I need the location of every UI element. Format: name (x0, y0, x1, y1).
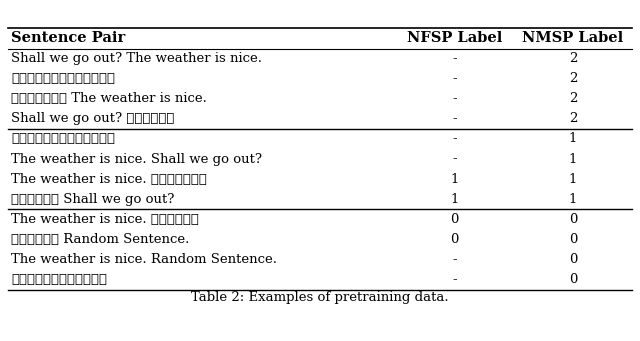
Text: 0: 0 (569, 233, 577, 246)
Text: The weather is nice. Shall we go out?: The weather is nice. Shall we go out? (11, 152, 262, 166)
Text: 2: 2 (569, 72, 577, 85)
Text: Table 2: Examples of pretraining data.: Table 2: Examples of pretraining data. (191, 291, 449, 304)
Text: 0: 0 (569, 273, 577, 286)
Text: NFSP Label: NFSP Label (406, 31, 502, 45)
Text: 0: 0 (569, 213, 577, 226)
Text: 0: 0 (569, 253, 577, 266)
Text: いい天気ね。ランダム文。: いい天気ね。ランダム文。 (11, 273, 107, 286)
Text: -: - (452, 253, 456, 266)
Text: -: - (452, 273, 456, 286)
Text: -: - (452, 72, 456, 85)
Text: 2: 2 (569, 113, 577, 125)
Text: 1: 1 (569, 193, 577, 206)
Text: お出掛けしよ？ The weather is nice.: お出掛けしよ？ The weather is nice. (11, 92, 207, 105)
Text: 0: 0 (450, 213, 458, 226)
Text: Sentence Pair: Sentence Pair (11, 31, 125, 45)
Text: -: - (452, 152, 456, 166)
Text: -: - (452, 92, 456, 105)
Text: -: - (452, 113, 456, 125)
Text: 2: 2 (569, 52, 577, 65)
Text: The weather is nice. ランダム文。: The weather is nice. ランダム文。 (11, 213, 199, 226)
Text: Shall we go out? The weather is nice.: Shall we go out? The weather is nice. (11, 52, 262, 65)
Text: いい天気ね。 Shall we go out?: いい天気ね。 Shall we go out? (11, 193, 174, 206)
Text: 1: 1 (569, 173, 577, 186)
Text: The weather is nice. Random Sentence.: The weather is nice. Random Sentence. (11, 253, 277, 266)
Text: 1: 1 (569, 152, 577, 166)
Text: いい天気ね。お出掛けしよ？: いい天気ね。お出掛けしよ？ (11, 133, 115, 146)
Text: The weather is nice. お出掛けしよ？: The weather is nice. お出掛けしよ？ (11, 173, 207, 186)
Text: いい天気ね。 Random Sentence.: いい天気ね。 Random Sentence. (11, 233, 189, 246)
Text: -: - (452, 52, 456, 65)
Text: 1: 1 (450, 193, 458, 206)
Text: -: - (452, 133, 456, 146)
Text: 2: 2 (569, 92, 577, 105)
Text: Shall we go out? いい天気ね。: Shall we go out? いい天気ね。 (11, 113, 174, 125)
Text: 1: 1 (569, 133, 577, 146)
Text: お出掛けしよ？いい天気ね。: お出掛けしよ？いい天気ね。 (11, 72, 115, 85)
Text: 1: 1 (450, 173, 458, 186)
Text: 0: 0 (450, 233, 458, 246)
Text: NMSP Label: NMSP Label (522, 31, 623, 45)
